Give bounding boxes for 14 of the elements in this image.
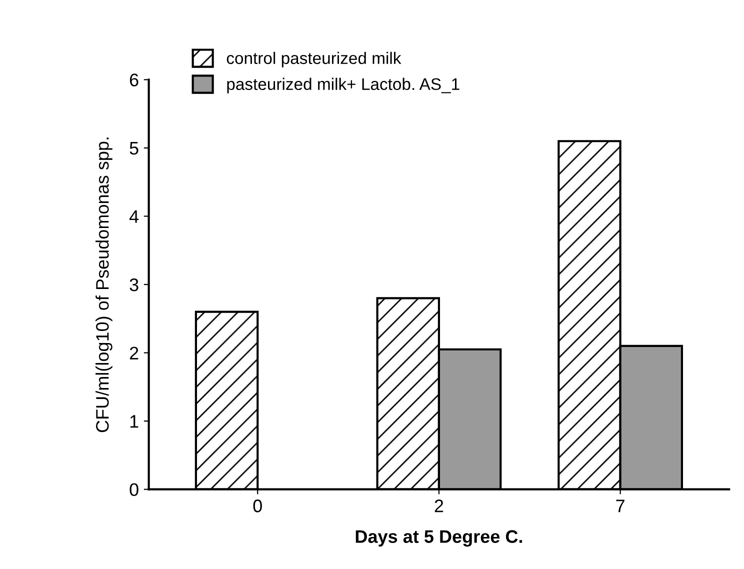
y-tick-label: 0 (130, 483, 138, 496)
legend-label: pasteurized milk+ Lactob. AS_1 (227, 78, 460, 94)
y-tick-label: 5 (130, 142, 138, 155)
y-tick-label: 3 (130, 278, 138, 292)
y-tick-label: 1 (130, 415, 138, 428)
x-axis-title: Days at 5 Degree C. (356, 530, 522, 547)
x-tick-label: 0 (253, 500, 262, 512)
y-tick-label: 6 (130, 74, 138, 86)
y-tick-label: 4 (129, 210, 139, 223)
x-tick-label: 7 (616, 500, 624, 512)
x-tick-label: 2 (434, 500, 444, 512)
y-tick-label: 2 (130, 346, 138, 360)
legend-label: control pasteurized milk (226, 52, 402, 68)
y-axis-title: CFU/ml(log10) of Pseudomonas spp. (96, 138, 112, 432)
